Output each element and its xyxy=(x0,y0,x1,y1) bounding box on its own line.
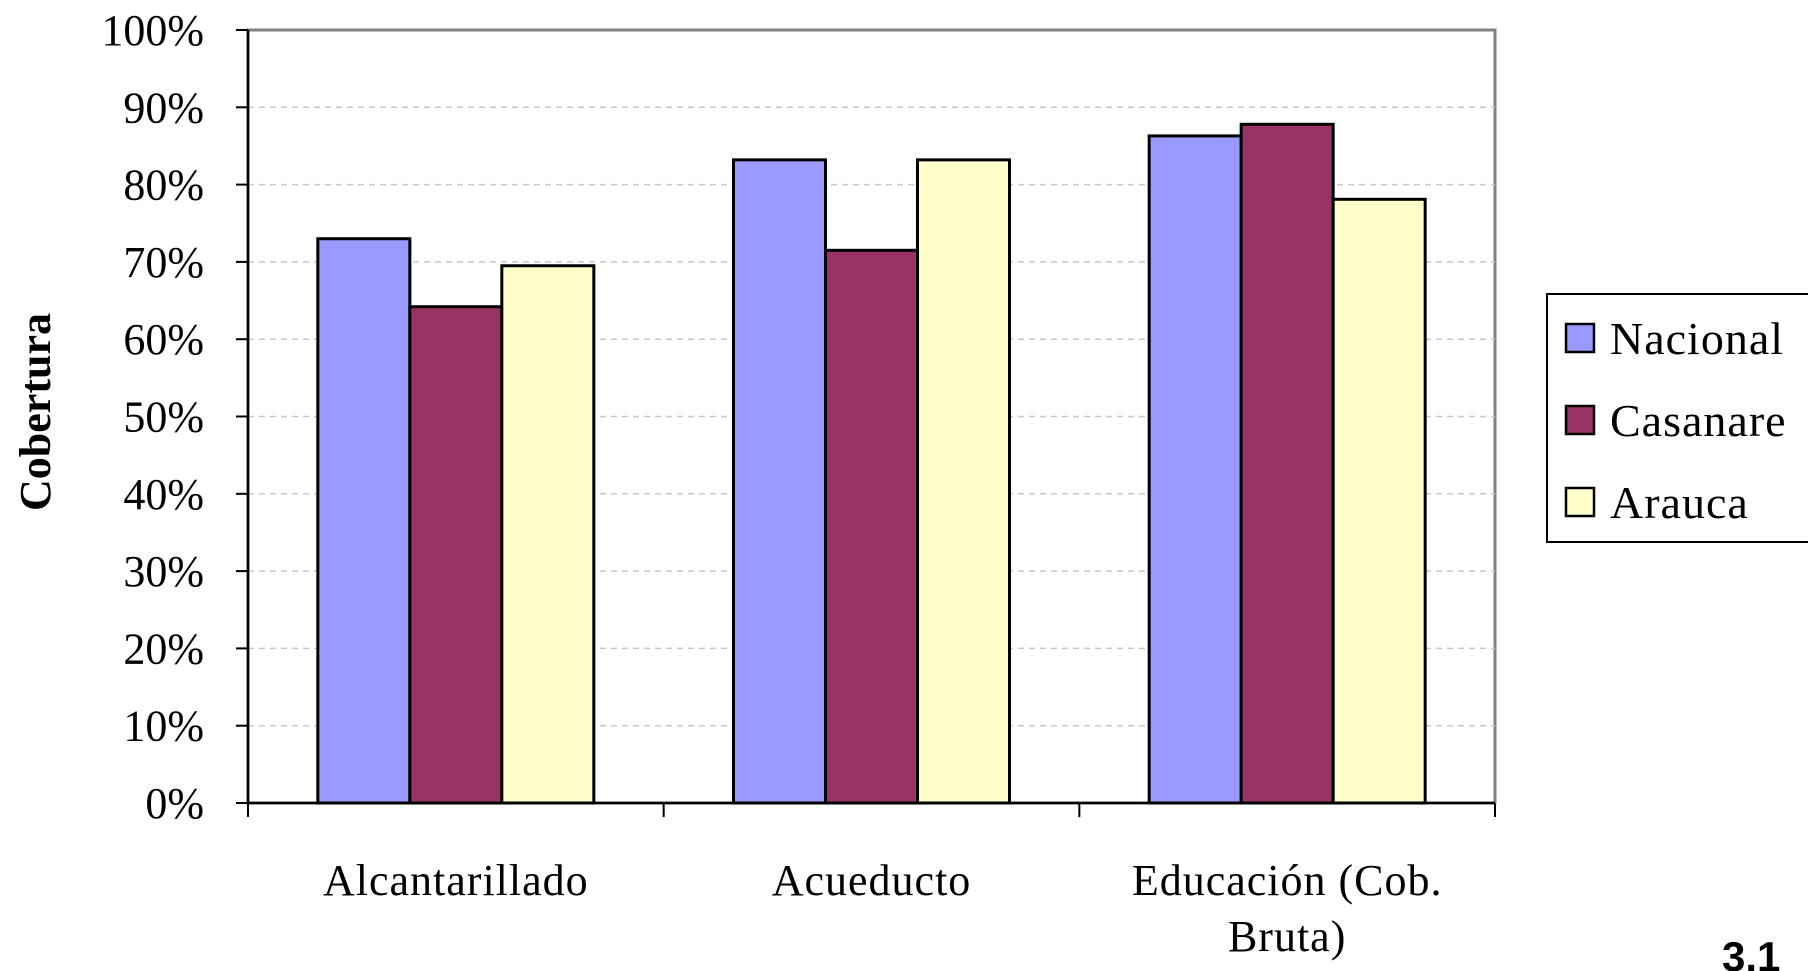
bar-nacional-2 xyxy=(732,158,827,805)
y-tick-label: 0% xyxy=(145,779,204,828)
bar-casanare-3 xyxy=(1239,122,1335,805)
y-tick-label: 20% xyxy=(123,624,204,673)
y-tick-label: 100% xyxy=(101,6,204,55)
legend-swatch-casanare xyxy=(1564,404,1596,436)
axes xyxy=(236,29,1496,817)
bar-arauca-1 xyxy=(500,264,596,805)
y-tick-label: 10% xyxy=(123,702,204,751)
y-tick-label: 70% xyxy=(123,238,204,287)
bar-casanare-2 xyxy=(824,248,919,805)
y-tick-label: 40% xyxy=(123,470,204,519)
y-tick-label: 60% xyxy=(123,315,204,364)
y-axis-label: Cobertura xyxy=(11,313,60,511)
legend-swatch-nacional xyxy=(1564,322,1596,354)
legend-label-nacional: Nacional xyxy=(1610,313,1784,364)
bar-casanare-1 xyxy=(408,305,504,805)
y-tick-label: 80% xyxy=(123,161,204,210)
category-label: Alcantarillado xyxy=(323,856,589,905)
y-tick-labels: 0% 10% 20% 30% 40% 50% 60% 70% 80% 90% 100% xyxy=(101,6,204,828)
category-label: Acueducto xyxy=(772,856,972,905)
legend-swatch-arauca xyxy=(1564,486,1596,518)
bars xyxy=(316,122,1427,805)
bar-arauca-3 xyxy=(1331,197,1427,805)
category-label: Educación (Cob. Bruta) xyxy=(1132,856,1443,961)
corner-label: 3.1 xyxy=(1722,933,1780,971)
bar-nacional-1 xyxy=(316,237,412,805)
bar-arauca-2 xyxy=(916,158,1011,805)
legend-label-arauca: Arauca xyxy=(1610,477,1749,528)
bar-nacional-3 xyxy=(1147,134,1243,805)
legend-label-casanare: Casanare xyxy=(1610,395,1787,446)
y-tick-label: 90% xyxy=(123,83,204,132)
category-labels: Alcantarillado Acueducto Educación (Cob. Br… xyxy=(323,856,1443,961)
y-tick-label: 30% xyxy=(123,547,204,596)
y-tick-label: 50% xyxy=(123,393,204,442)
legend: Nacional Casanare Arauca xyxy=(1546,293,1808,543)
